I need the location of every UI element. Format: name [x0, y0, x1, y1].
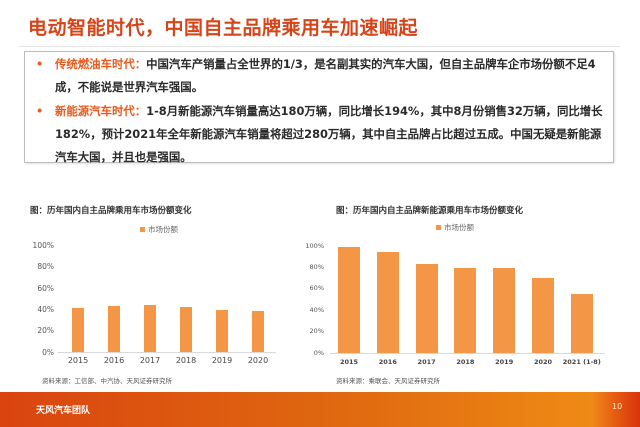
y-tick: 40% [309, 306, 324, 314]
x-tick: 2019 [495, 358, 514, 366]
bar-2020 [532, 278, 554, 353]
footer-notch [592, 384, 640, 392]
bar-2016 [108, 305, 120, 352]
y-tick: 60% [37, 284, 54, 293]
bullet-text: 中国汽车产销量占全世界的1/3，是名副其实的汽车大国，但自主品牌车企市场份额不足… [55, 57, 596, 94]
bar-2018 [454, 268, 477, 353]
bar-2019 [493, 268, 516, 353]
bullet-icon: • [36, 104, 44, 118]
y-tick: 40% [37, 305, 54, 314]
y-tick: 100% [32, 241, 54, 250]
x-tick: 2020 [247, 356, 269, 365]
bullet-nev-era: • 新能源汽车时代：1-8月新能源汽车销量高达180万辆，同比增长194%，其中… [36, 100, 605, 169]
footer-page-block [592, 392, 640, 427]
x-axis-line [330, 353, 605, 354]
bar-2019 [216, 310, 228, 352]
x-tick: 2018 [456, 358, 475, 366]
chart-source: 资料来源：乘联会、天风证券研究所 [336, 377, 440, 385]
x-tick: 2017 [417, 358, 436, 366]
bar-2015 [72, 308, 84, 352]
y-tick: 0% [313, 349, 324, 357]
legend-label: 市场份额 [444, 223, 474, 232]
chart-legend: 市场份额 [140, 224, 178, 235]
bullet-ice-era: • 传统燃油车时代：中国汽车产销量占全世界的1/3，是名副其实的汽车大国，但自主… [36, 53, 605, 99]
bar-2016 [376, 252, 399, 353]
chart-legend: 市场份额 [436, 222, 474, 233]
chart-title: 图：历年国内自主品牌乘用车市场份额变化 [30, 206, 192, 216]
bullet-lead: 新能源汽车时代： [55, 104, 147, 118]
y-tick: 0% [42, 348, 54, 357]
x-tick: 2020 [533, 358, 553, 366]
bar-2021-1-8 [570, 294, 593, 353]
bullet-icon: • [36, 57, 44, 71]
title-divider [18, 46, 620, 47]
y-tick: 60% [309, 284, 324, 292]
bullet-lead: 传统燃油车时代： [55, 57, 147, 71]
bar-2017 [415, 264, 438, 353]
y-tick: 80% [37, 262, 54, 271]
x-tick: 2016 [103, 356, 125, 365]
summary-box: • 传统燃油车时代：中国汽车产销量占全世界的1/3，是名副其实的汽车大国，但自主… [24, 51, 614, 164]
chart-title: 图：历年国内自主品牌新能源乘用车市场份额变化 [336, 206, 524, 216]
footer-team-name: 天风汽车团队 [36, 406, 91, 416]
footer-bar: 天风汽车团队 [0, 392, 592, 427]
x-tick: 2021 (1-8) [562, 358, 601, 366]
y-tick: 100% [305, 242, 324, 250]
x-tick: 2018 [175, 356, 197, 365]
slide-title: 电动智能时代，中国自主品牌乘用车加速崛起 [28, 17, 419, 39]
x-tick: 2015 [339, 358, 359, 366]
x-tick: 2015 [67, 356, 89, 365]
bullet-text: 1-8月新能源汽车销量高达180万辆，同比增长194%，其中8月份销售32万辆，… [55, 104, 603, 164]
x-tick: 2017 [139, 356, 161, 365]
y-tick: 20% [37, 326, 54, 335]
legend-swatch-icon [140, 227, 145, 232]
y-tick: 20% [309, 327, 324, 335]
x-tick: 2019 [211, 356, 233, 365]
legend-swatch-icon [436, 225, 441, 230]
page-number: 10 [612, 402, 623, 411]
bar-2020 [252, 311, 264, 352]
legend-label: 市场份额 [148, 225, 178, 234]
x-axis-line [58, 352, 276, 353]
bar-2015 [338, 247, 360, 353]
bar-2018 [180, 307, 192, 352]
bar-2017 [144, 304, 156, 352]
x-tick: 2016 [378, 358, 397, 366]
chart-source: 资料来源：工信部、中汽协、天风证券研究所 [42, 377, 172, 385]
y-tick: 80% [309, 263, 324, 271]
